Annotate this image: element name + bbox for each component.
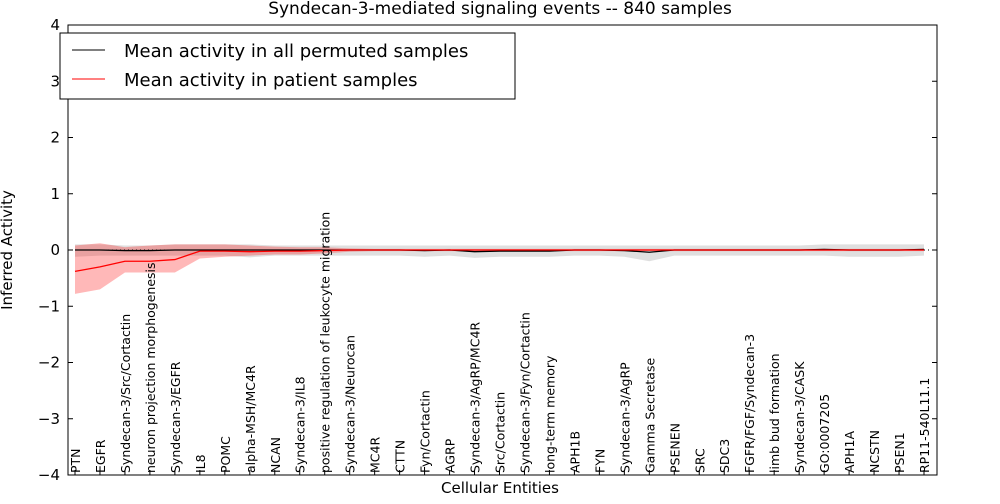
x-tick-label: PSEN1 (892, 432, 907, 473)
y-tick-label: 4 (50, 16, 60, 34)
x-tick-label: AGRP (443, 438, 458, 473)
x-tick-label: SRC (692, 448, 707, 473)
y-tick-label: −4 (38, 466, 60, 484)
y-tick-label: 1 (50, 185, 60, 203)
x-tick-label: Fyn/Cortactin (418, 390, 433, 473)
x-tick-label: APH1A (842, 431, 857, 473)
x-tick-label: positive regulation of leukocyte migrati… (318, 212, 333, 473)
legend: Mean activity in all permuted samples Me… (59, 32, 516, 100)
x-tick-label: FGFR/FGF/Syndecan-3 (742, 334, 757, 473)
x-tick-label: GO:0007205 (817, 394, 832, 473)
legend-label-permuted: Mean activity in all permuted samples (124, 41, 468, 62)
x-tick-label: Syndecan-3/CASK (792, 361, 807, 473)
x-tick-label: PTN (68, 448, 83, 473)
y-axis-label: Inferred Activity (0, 190, 16, 310)
x-tick-label: Syndecan-3/AgRP (617, 362, 632, 473)
x-tick-label: Syndecan-3/Neurocan (343, 335, 358, 473)
x-tick-label: RP11-540L11.1 (917, 378, 932, 473)
series-line-1 (74, 249, 924, 273)
x-tick-label: limb bud formation (767, 353, 782, 473)
x-tick-label: Src/Cortactin (493, 392, 508, 473)
y-tick-label: −3 (38, 410, 60, 428)
x-tick-label: alpha-MSH/MC4R (243, 365, 258, 473)
x-tick-label: Gamma Secretase (642, 358, 657, 473)
x-tick-label: NCSTN (867, 430, 882, 473)
y-tick-label: 3 (50, 72, 60, 90)
x-tick-label: long-term memory (542, 355, 557, 473)
x-tick-label: Syndecan-3/EGFR (168, 361, 183, 473)
x-tick-label: Syndecan-3/AgRP/MC4R (468, 322, 483, 473)
x-tick-label: MC4R (368, 437, 383, 473)
y-tick-label: 0 (50, 241, 60, 259)
x-tick-label: Syndecan-3/Fyn/Cortactin (517, 312, 532, 473)
x-tick-label: neuron projection morphogenesis (143, 262, 158, 473)
chart-title: Syndecan-3-mediated signaling events -- … (268, 0, 732, 19)
confidence-band-0 (75, 244, 924, 262)
x-tick-label: NCAN (268, 437, 283, 473)
legend-label-patient: Mean activity in patient samples (124, 70, 418, 91)
x-tick-label: PSENEN (667, 423, 682, 473)
y-tick-label: 2 (50, 129, 60, 147)
x-tick-label: POMC (218, 436, 233, 473)
x-tick-label: CTTN (393, 440, 408, 473)
x-tick-label: SDC3 (717, 439, 732, 473)
x-tick-label: EGFR (93, 439, 108, 473)
x-tick-label: APH1B (567, 431, 582, 473)
y-tick-label: −2 (38, 354, 60, 372)
x-tick-label: Syndecan-3/IL8 (293, 376, 308, 473)
confidence-band-1 (75, 243, 924, 294)
x-axis-label: Cellular Entities (441, 479, 559, 497)
x-tick-label: Syndecan-3/Src/Cortactin (118, 314, 133, 473)
y-tick-label: −1 (38, 297, 60, 315)
x-tick-label: FYN (592, 449, 607, 473)
x-tick-label: IL8 (193, 454, 208, 473)
